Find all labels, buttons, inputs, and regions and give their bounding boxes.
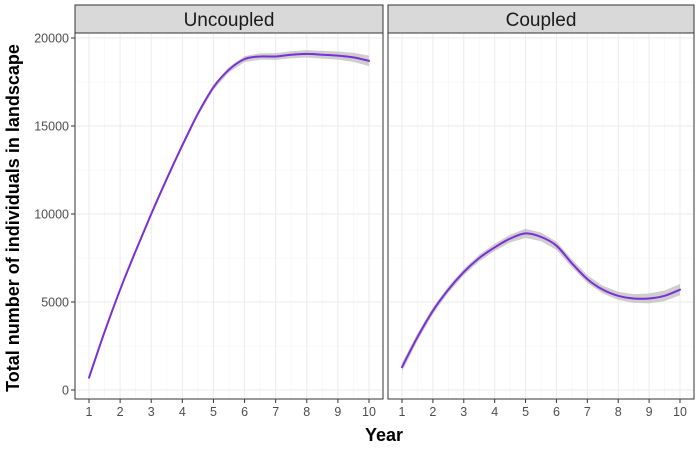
x-tick-label: 10 — [362, 405, 376, 419]
x-tick-label: 5 — [522, 405, 529, 419]
x-tick-label: 2 — [117, 405, 124, 419]
x-tick-label: 8 — [303, 405, 310, 419]
facet-strip-label: Coupled — [506, 10, 577, 31]
facet-strip — [387, 4, 695, 34]
series-line — [401, 232, 681, 369]
panel-border — [387, 32, 695, 400]
y-tick-label: 20000 — [34, 32, 69, 46]
x-tick-label: 6 — [553, 405, 560, 419]
x-tick-label: 4 — [179, 405, 186, 419]
x-tick-label: 5 — [210, 405, 217, 419]
x-tick-label: 3 — [148, 405, 155, 419]
x-tick-label: 4 — [491, 405, 498, 419]
x-tick-label: 2 — [429, 405, 436, 419]
panel-border — [74, 32, 384, 400]
x-tick-label: 10 — [673, 405, 687, 419]
x-tick-label: 8 — [615, 405, 622, 419]
facet-strip — [74, 4, 384, 34]
x-axis-title: Year — [365, 425, 403, 445]
panels-layer: Uncoupled 1 2 3 4 5 6 7 8 9 10 0 5000 10000 15000 20000… — [34, 4, 695, 419]
y-tick-label: 15000 — [34, 120, 69, 134]
x-tick-label: 7 — [584, 405, 591, 419]
y-axis-title: Total number of individuals in landscape — [3, 44, 23, 392]
series-line — [88, 52, 370, 379]
x-tick-label: 9 — [646, 405, 653, 419]
facet-strip-label: Uncoupled — [184, 10, 275, 31]
x-tick-label: 1 — [399, 405, 406, 419]
x-tick-label: 3 — [460, 405, 467, 419]
x-tick-label: 7 — [272, 405, 279, 419]
x-tick-label: 6 — [241, 405, 248, 419]
facet-panel-uncoupled: Uncoupled 1 2 3 4 5 6 7 8 9 10 0 5000 10000 15000 20000 — [34, 4, 384, 419]
y-tick-label: 5000 — [41, 296, 69, 310]
x-tick-label: 9 — [334, 405, 341, 419]
facet-panel-coupled: Coupled 1 2 3 4 5 6 7 8 9 10 — [387, 4, 695, 419]
y-tick-label: 10000 — [34, 208, 69, 222]
y-tick-label: 0 — [62, 384, 69, 398]
x-tick-label: 1 — [86, 405, 93, 419]
